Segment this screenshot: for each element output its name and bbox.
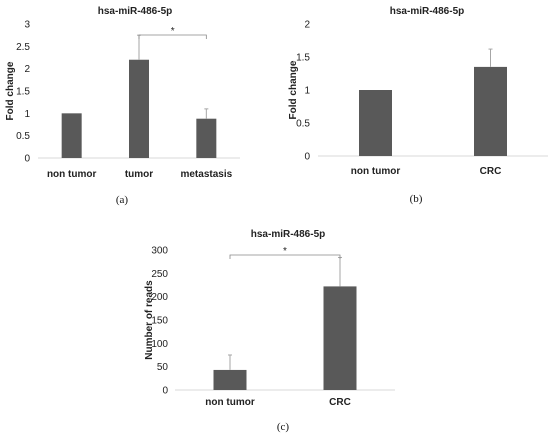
category-label: non tumor: [205, 397, 255, 408]
significance-marker: *: [171, 26, 175, 37]
panel-label: (c): [277, 421, 290, 433]
y-tick-label: 1.5: [16, 87, 30, 98]
y-tick-label: 1: [304, 86, 310, 97]
y-tick-label: 0.5: [296, 119, 310, 130]
y-tick-label: 2: [304, 20, 310, 31]
y-axis-label: Number of reads: [144, 280, 155, 360]
panel-label: (b): [410, 193, 423, 205]
y-tick-label: 1: [24, 109, 30, 120]
y-tick-label: 0: [24, 154, 30, 165]
chart-c: hsa-miR-486-5p Number of reads 0 50 100 150 20…: [144, 229, 395, 433]
y-tick-label: 2.5: [16, 42, 30, 53]
bar-non-tumor: [359, 90, 392, 156]
significance-bracket: [138, 34, 207, 39]
category-label: CRC: [329, 397, 351, 408]
y-tick-label: 0: [304, 152, 310, 163]
y-tick-label: 100: [151, 339, 168, 350]
significance-marker: *: [283, 246, 287, 257]
chart-title: hsa-miR-486-5p: [390, 6, 464, 17]
y-tick-label: 250: [151, 269, 168, 280]
chart-b: hsa-miR-486-5p Fold change 0 0.5 1 1.5 2 non tu…: [288, 6, 548, 205]
chart-a: hsa-miR-486-5p Fold change 0 0.5 1 1.5 2 2.5 3 no…: [5, 6, 240, 206]
bar-non-tumor: [61, 113, 82, 158]
bar-CRC: [474, 66, 507, 156]
y-tick-label: 50: [157, 362, 169, 373]
chart-title: hsa-miR-486-5p: [251, 229, 325, 240]
bar-non-tumor: [213, 369, 247, 390]
y-tick-label: 0.5: [16, 131, 30, 142]
y-tick-label: 150: [151, 316, 168, 327]
bar-tumor: [129, 59, 149, 158]
y-tick-label: 0: [162, 386, 168, 397]
y-tick-label: 2: [24, 64, 30, 75]
y-axis-label: Fold change: [5, 61, 16, 120]
y-axis-label: Fold change: [288, 60, 299, 119]
significance-bracket: [229, 254, 341, 259]
bar-metastasis: [196, 118, 217, 158]
category-label: non tumor: [47, 169, 97, 180]
category-label: CRC: [480, 166, 502, 177]
y-tick-label: 1.5: [296, 53, 310, 64]
panel-label: (a): [116, 194, 129, 206]
y-tick-label: 300: [151, 246, 168, 257]
y-tick-label: 3: [24, 20, 30, 31]
y-tick-label: 200: [151, 292, 168, 303]
bar-CRC: [323, 286, 357, 390]
category-label: tumor: [125, 169, 153, 180]
category-label: non tumor: [351, 166, 401, 177]
chart-title: hsa-miR-486-5p: [98, 6, 172, 17]
category-label: metastasis: [180, 169, 232, 180]
